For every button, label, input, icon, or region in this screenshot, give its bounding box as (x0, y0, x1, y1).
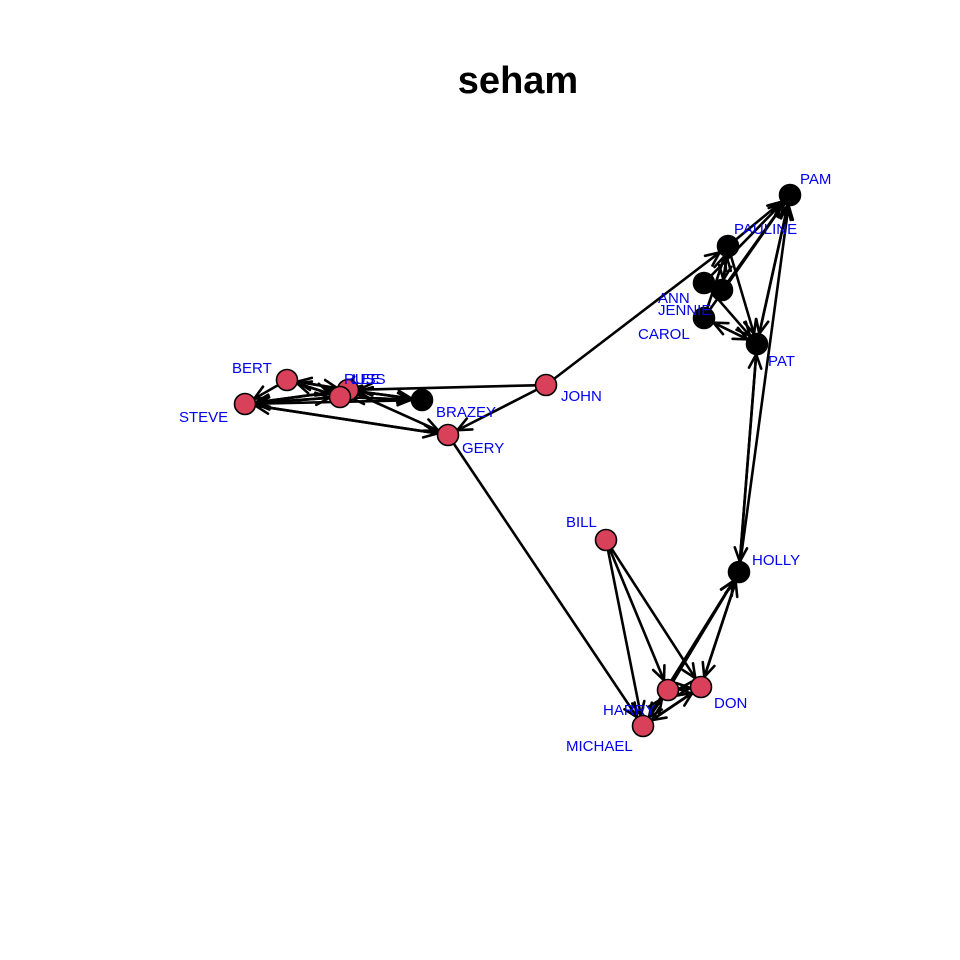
node-brazey (410, 388, 434, 412)
node-steve (233, 392, 257, 416)
node-label-john: JOHN (561, 388, 602, 405)
edge-line (738, 354, 758, 562)
edge-gery-to-michael (452, 442, 639, 720)
node-pauline (716, 234, 740, 258)
edge-bill-to-don (610, 548, 698, 681)
node-bill (594, 528, 618, 552)
node-label-russ: RUSS (344, 371, 386, 388)
edge-holly-to-pat (738, 351, 763, 562)
node-label-bill: BILL (566, 514, 597, 531)
nodes-layer (233, 183, 802, 738)
edge-line (358, 383, 536, 392)
edge-line (296, 381, 331, 396)
edge-line (729, 255, 756, 335)
edge-line (650, 691, 694, 722)
node-label-pauline: PAULINE (734, 221, 797, 238)
edge-holly-to-don (701, 581, 737, 681)
node-label-pat: PAT (768, 353, 795, 370)
node-label-brazey: BRAZEY (436, 404, 496, 421)
node-michael (631, 714, 655, 738)
edge-line (452, 442, 639, 719)
edge-holly-to-pam (739, 202, 795, 562)
node-don (689, 675, 713, 699)
edge-line (350, 396, 412, 401)
node-bert (275, 368, 299, 392)
edge-line (758, 204, 789, 335)
node-gery (436, 423, 460, 447)
node-label-michael: MICHAEL (566, 738, 633, 755)
edges-layer (251, 199, 795, 722)
edge-bert-to-steve (251, 384, 279, 401)
node-label-holly: HOLLY (752, 552, 800, 569)
node-holly (727, 560, 751, 584)
node-jennie (710, 278, 734, 302)
edge-line (358, 390, 412, 400)
edge-pat-to-carol (710, 321, 749, 341)
edge-line (712, 321, 749, 341)
graph-title: seham (458, 60, 578, 102)
node-lee (328, 385, 352, 409)
edge-line (608, 549, 666, 681)
node-john (534, 373, 558, 397)
node-label-lee: LEE (352, 371, 380, 388)
edge-pauline-to-pat (729, 255, 758, 337)
node-pat (745, 332, 769, 356)
node-label-don: DON (714, 695, 747, 712)
node-label-pam: PAM (800, 171, 831, 188)
node-label-jennie: JENNIE (658, 302, 711, 319)
edge-line (610, 548, 697, 679)
edge-line (606, 550, 643, 716)
edge-line (456, 388, 538, 432)
edge-bill-to-harry (608, 549, 666, 684)
edge-line (553, 251, 721, 380)
node-pam (778, 183, 802, 207)
edge-line (255, 404, 438, 435)
node-carol (692, 306, 716, 330)
node-harry (656, 678, 680, 702)
node-label-steve: STEVE (179, 409, 228, 426)
edge-line (253, 384, 279, 400)
edge-bill-to-michael (606, 550, 646, 719)
edge-steve-to-gery (255, 404, 441, 439)
node-label-carol: CAROL (638, 326, 690, 343)
edge-line (739, 205, 790, 562)
edge-line (703, 581, 737, 678)
node-label-harry: HARRY (603, 702, 655, 719)
node-label-bert: BERT (232, 360, 272, 377)
edge-line (722, 256, 728, 280)
node-label-gery: GERY (462, 440, 504, 457)
node-label-ann: ANN (658, 290, 690, 307)
